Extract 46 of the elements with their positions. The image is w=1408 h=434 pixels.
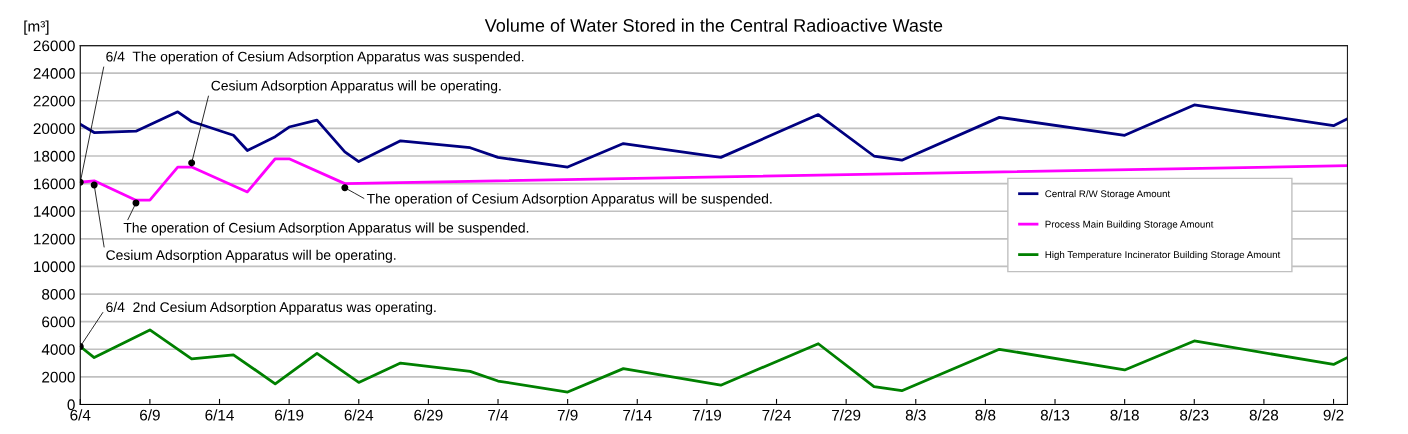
y-axis-title: [m³] (24, 20, 49, 35)
y-tick-label: 22000 (33, 95, 75, 107)
x-tick-label: 7/29 (832, 409, 861, 421)
y-tick-label: 6000 (42, 316, 75, 328)
y-tick-label: 4000 (41, 344, 75, 355)
y-tick-label: 14000 (34, 206, 75, 217)
y-tick-label: 12000 (34, 233, 75, 245)
x-tick-label: 6/14 (205, 409, 234, 421)
x-tick-label: 6/24 (344, 409, 374, 421)
x-tick-label: 6/9 (140, 409, 160, 421)
legend-label: High Temperature Incinerator Building Storage Amount (1045, 250, 1281, 261)
line-series (80, 328, 1348, 394)
x-tick-label: 6/29 (414, 409, 443, 421)
annotation: 6/4 2nd Cesium Adsorption Apparatus was operating. (106, 301, 436, 315)
y-tick-label: 16000 (34, 178, 75, 190)
x-tick-label: 8/18 (1110, 409, 1139, 421)
y-tick-label: 10000 (34, 261, 75, 273)
x-tick-label: 7/4 (488, 409, 509, 421)
x-tick-label: 6/4 (70, 409, 91, 421)
y-tick-label: 26000 (33, 40, 75, 52)
y-tick-label: 0 (67, 399, 75, 411)
annotation: The operation of Cesium Adsorption Apparatus will be suspended. (123, 222, 529, 236)
y-tick-label: 2000 (42, 371, 75, 383)
x-tick-label: 6/19 (275, 409, 304, 421)
y-tick-label: 18000 (34, 150, 75, 162)
x-tick-label: 8/23 (1180, 409, 1209, 421)
x-tick-label: 7/14 (623, 409, 652, 421)
annotation: The operation of Cesium Adsorption Apparatus will be suspended. (366, 193, 772, 207)
line-series (80, 103, 1348, 169)
y-tick-label: 24000 (33, 68, 75, 79)
annotation: Cesium Adsorption Apparatus will be operating. (211, 80, 501, 94)
annotation: Cesium Adsorption Apparatus will be operating. (106, 249, 396, 263)
y-tick-label: 8000 (42, 288, 75, 300)
x-tick-label: 8/3 (905, 409, 926, 421)
legend-label: Central R/W Storage Amount (1045, 190, 1171, 200)
x-tick-label: 9/2 (1323, 409, 1344, 421)
x-tick-label: 7/9 (557, 409, 578, 421)
x-tick-label: 7/24 (762, 409, 791, 421)
x-tick-label: 8/13 (1040, 409, 1070, 421)
y-tick-label: 20000 (33, 123, 75, 135)
x-tick-label: 8/28 (1249, 409, 1279, 421)
x-tick-label: 8/8 (975, 409, 996, 421)
annotation: 6/4 The operation of Cesium Adsorption Apparatus was suspended. (106, 51, 524, 65)
legend-label: Process Main Building Storage Amount (1045, 220, 1214, 230)
chart-title: Volume of Water Stored in the Central Radioactive Waste (484, 18, 943, 32)
x-tick-label: 7/19 (692, 409, 722, 421)
